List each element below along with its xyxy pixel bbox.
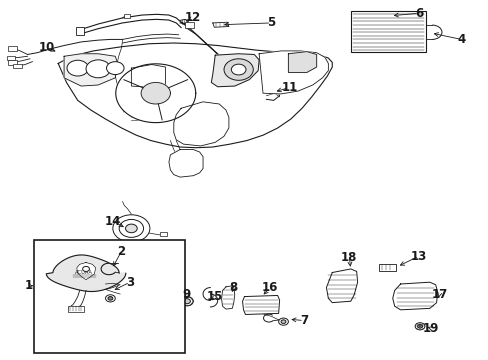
Circle shape (417, 324, 422, 328)
Polygon shape (46, 255, 125, 292)
Bar (8, 60, 17, 64)
Text: 9: 9 (183, 288, 191, 301)
Polygon shape (168, 149, 203, 177)
Polygon shape (259, 51, 328, 94)
Circle shape (180, 297, 193, 306)
Circle shape (281, 320, 285, 323)
Circle shape (278, 318, 288, 325)
Polygon shape (58, 43, 331, 148)
Text: 2: 2 (117, 244, 125, 257)
Circle shape (113, 215, 150, 242)
Circle shape (108, 297, 113, 300)
Polygon shape (392, 282, 437, 310)
Bar (76, 27, 83, 35)
Polygon shape (131, 64, 165, 87)
Bar (13, 64, 21, 68)
Circle shape (106, 62, 124, 75)
Circle shape (231, 64, 245, 75)
Text: 1: 1 (25, 279, 33, 292)
Text: 10: 10 (39, 41, 55, 54)
Text: ACURA: ACURA (75, 270, 92, 275)
Bar (350, 11, 426, 52)
Polygon shape (221, 286, 234, 309)
Polygon shape (141, 82, 170, 104)
Bar (8, 46, 17, 50)
Circle shape (67, 60, 88, 76)
Text: 11: 11 (281, 81, 297, 94)
Bar (159, 232, 166, 236)
Text: 13: 13 (410, 249, 427, 262)
Polygon shape (173, 102, 228, 146)
Polygon shape (64, 54, 118, 86)
Text: 12: 12 (185, 12, 201, 24)
Bar (184, 22, 193, 28)
Text: 7: 7 (299, 314, 307, 327)
Circle shape (105, 295, 115, 302)
Circle shape (119, 220, 143, 237)
Circle shape (224, 59, 253, 80)
Polygon shape (211, 54, 259, 87)
Polygon shape (77, 262, 96, 280)
Text: 6: 6 (414, 7, 422, 20)
Text: 5: 5 (266, 17, 275, 30)
Circle shape (82, 266, 89, 271)
Polygon shape (326, 269, 357, 303)
Text: 15: 15 (206, 290, 223, 303)
Polygon shape (242, 296, 279, 315)
Bar (124, 14, 130, 18)
Text: 3: 3 (125, 276, 134, 289)
Polygon shape (116, 64, 195, 123)
Bar (68, 306, 83, 312)
Bar (34, 240, 184, 353)
Text: 4: 4 (456, 33, 465, 46)
Bar (6, 56, 15, 60)
Polygon shape (288, 51, 316, 72)
Circle shape (414, 323, 424, 330)
Bar (378, 264, 395, 271)
Circle shape (86, 60, 110, 78)
Text: 14: 14 (104, 215, 121, 228)
Text: 16: 16 (262, 281, 278, 294)
Text: 18: 18 (341, 251, 357, 264)
Text: 19: 19 (422, 321, 438, 334)
Circle shape (183, 299, 190, 304)
Circle shape (125, 224, 137, 233)
Text: 8: 8 (229, 281, 237, 294)
Text: 17: 17 (430, 288, 447, 301)
